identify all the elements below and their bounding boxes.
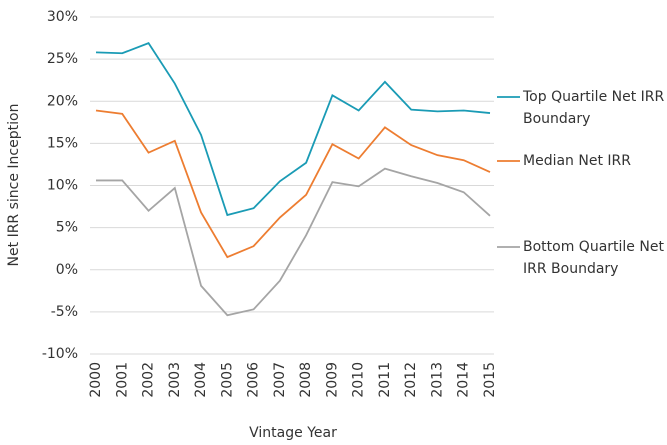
y-tick-label: 15%	[47, 135, 78, 151]
series-line	[95, 42, 491, 217]
x-tick-label: 2009	[324, 362, 340, 398]
y-tick-label: 30%	[47, 9, 78, 25]
y-tick-label: 10%	[47, 178, 78, 194]
x-tick-label: 2013	[429, 362, 445, 398]
x-tick-label: 2000	[88, 362, 104, 398]
y-tick-label: 25%	[47, 51, 78, 67]
x-tick-label: 2010	[351, 362, 367, 398]
y-tick-label: -10%	[42, 346, 78, 362]
x-tick-label: 2003	[167, 362, 183, 398]
y-tick-label: -5%	[51, 304, 78, 320]
y-tick-label: 5%	[56, 220, 78, 236]
x-tick-label: 2008	[298, 362, 314, 398]
x-tick-label: 2006	[246, 362, 262, 398]
series-line	[95, 109, 491, 259]
legend-label: Top Quartile Net IRR Boundary	[523, 89, 665, 127]
x-tick-label: 2007	[272, 362, 288, 398]
x-tick-label: 2014	[456, 362, 472, 398]
series-line	[96, 167, 491, 317]
x-tick-label: 2004	[193, 362, 209, 398]
legend-label: Median Net IRR	[523, 153, 631, 169]
x-tick-label: 2001	[114, 362, 130, 398]
x-tick-label: 2005	[219, 362, 235, 398]
y-tick-label: 0%	[56, 262, 78, 278]
legend-label: Bottom Quartile Net IRR Boundary	[523, 239, 664, 277]
x-tick-label: 2015	[482, 362, 498, 398]
y-tick-label: 20%	[47, 93, 78, 109]
x-tick-label: 2012	[403, 362, 419, 398]
x-axis-title: Vintage Year	[249, 425, 337, 441]
x-tick-label: 2011	[377, 362, 393, 398]
x-tick-label: 2002	[141, 362, 157, 398]
y-axis-title: Net IRR since Inception	[6, 104, 22, 267]
